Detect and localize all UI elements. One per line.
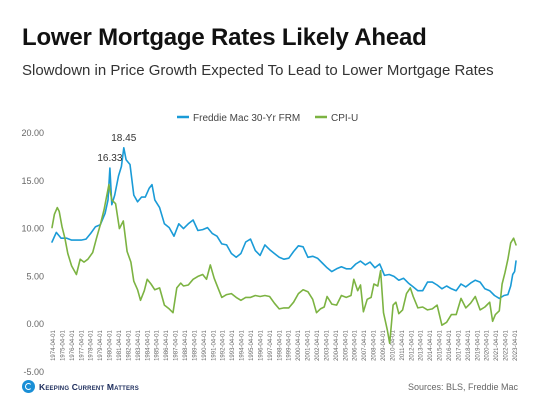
x-tick-label: 2020-04-01 <box>485 330 491 361</box>
x-tick-label: 2014-04-01 <box>428 330 434 361</box>
x-tick-label: 1976-04-01 <box>70 330 76 361</box>
x-tick-label: 2013-04-01 <box>419 330 425 361</box>
x-tick-label: 2018-04-01 <box>466 330 472 361</box>
x-tick-label: 2002-04-01 <box>315 330 321 361</box>
x-tick-label: 2022-04-01 <box>504 330 510 361</box>
x-tick-label: 1997-04-01 <box>268 330 274 361</box>
x-tick-label: 1999-04-01 <box>287 330 293 361</box>
x-tick-label: 2016-04-01 <box>447 330 453 361</box>
x-tick-label: 1974-04-01 <box>51 330 57 361</box>
x-tick-label: 1994-04-01 <box>240 330 246 361</box>
y-tick-label: 0.00 <box>26 319 44 329</box>
legend: Freddie Mac 30-Yr FRM CPI-U <box>177 113 358 124</box>
legend-label-cpi: CPI-U <box>331 113 358 124</box>
x-tick-label: 2005-04-01 <box>343 330 349 361</box>
x-tick-label: 1981-04-01 <box>117 330 123 361</box>
x-tick-label: 1978-04-01 <box>89 330 95 361</box>
x-tick-label: 1988-04-01 <box>183 330 189 361</box>
x-tick-label: 2000-04-01 <box>296 330 302 361</box>
peak-label-1: 18.45 <box>111 133 136 144</box>
x-tick-label: 2008-04-01 <box>372 330 378 361</box>
y-tick-label: 20.00 <box>21 128 44 138</box>
x-tick-label: 1977-04-01 <box>79 330 85 361</box>
x-tick-label: 1998-04-01 <box>277 330 283 361</box>
x-tick-label: 2009-04-01 <box>381 330 387 361</box>
x-tick-label: 1995-04-01 <box>249 330 255 361</box>
series-line-cpi <box>52 185 516 344</box>
y-tick-label: 5.00 <box>26 271 44 281</box>
y-axis: 20.00 15.00 10.00 5.00 0.00 -5.00 <box>21 128 44 377</box>
x-tick-label: 2012-04-01 <box>409 330 415 361</box>
x-tick-label: 1980-04-01 <box>108 330 114 361</box>
x-tick-label: 1983-04-01 <box>136 330 142 361</box>
x-tick-label: 1987-04-01 <box>174 330 180 361</box>
annotations: 16.33 18.45 <box>97 133 136 164</box>
y-tick-label: 10.00 <box>21 224 44 234</box>
legend-label-frm: Freddie Mac 30-Yr FRM <box>193 113 300 124</box>
x-tick-label: 1979-04-01 <box>98 330 104 361</box>
peak-label-0: 16.33 <box>97 153 122 164</box>
series-layer <box>52 148 516 343</box>
x-tick-label: 1992-04-01 <box>221 330 227 361</box>
kcm-logo: Keeping Current Matters <box>22 380 139 393</box>
x-tick-label: 1996-04-01 <box>258 330 264 361</box>
y-tick-label: -5.00 <box>23 367 44 377</box>
x-tick-label: 1986-04-01 <box>164 330 170 361</box>
x-tick-label: 2019-04-01 <box>475 330 481 361</box>
logo-text: Keeping Current Matters <box>39 382 139 392</box>
x-tick-label: 2017-04-01 <box>456 330 462 361</box>
x-tick-label: 2023-04-01 <box>513 330 519 361</box>
x-tick-label: 1985-04-01 <box>155 330 161 361</box>
x-axis: 1974-04-01 1975-04-01 1976-04-01 1977-04-01… <box>51 330 519 361</box>
x-tick-label: 1975-04-01 <box>60 330 66 361</box>
x-tick-label: 1982-04-01 <box>126 330 132 361</box>
x-tick-label: 2004-04-01 <box>334 330 340 361</box>
x-tick-label: 2011-04-01 <box>400 330 406 361</box>
x-tick-label: 2021-04-01 <box>494 330 500 361</box>
x-tick-label: 2010-04-01 <box>390 330 396 361</box>
x-tick-label: 2001-04-01 <box>306 330 312 361</box>
x-tick-label: 1984-04-01 <box>145 330 151 361</box>
logo-icon <box>22 380 35 393</box>
y-tick-label: 15.00 <box>21 176 44 186</box>
x-tick-label: 1993-04-01 <box>230 330 236 361</box>
x-tick-label: 1991-04-01 <box>211 330 217 361</box>
x-tick-label: 2007-04-01 <box>362 330 368 361</box>
x-tick-label: 2015-04-01 <box>438 330 444 361</box>
x-tick-label: 1989-04-01 <box>192 330 198 361</box>
x-tick-label: 1990-04-01 <box>202 330 208 361</box>
x-tick-label: 2006-04-01 <box>353 330 359 361</box>
x-tick-label: 2003-04-01 <box>324 330 330 361</box>
source-note: Sources: BLS, Freddie Mac <box>408 382 518 392</box>
